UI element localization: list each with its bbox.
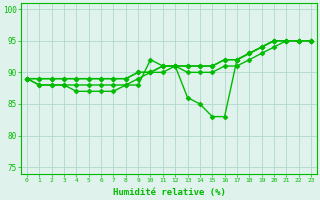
X-axis label: Humidité relative (%): Humidité relative (%) [113, 188, 226, 197]
